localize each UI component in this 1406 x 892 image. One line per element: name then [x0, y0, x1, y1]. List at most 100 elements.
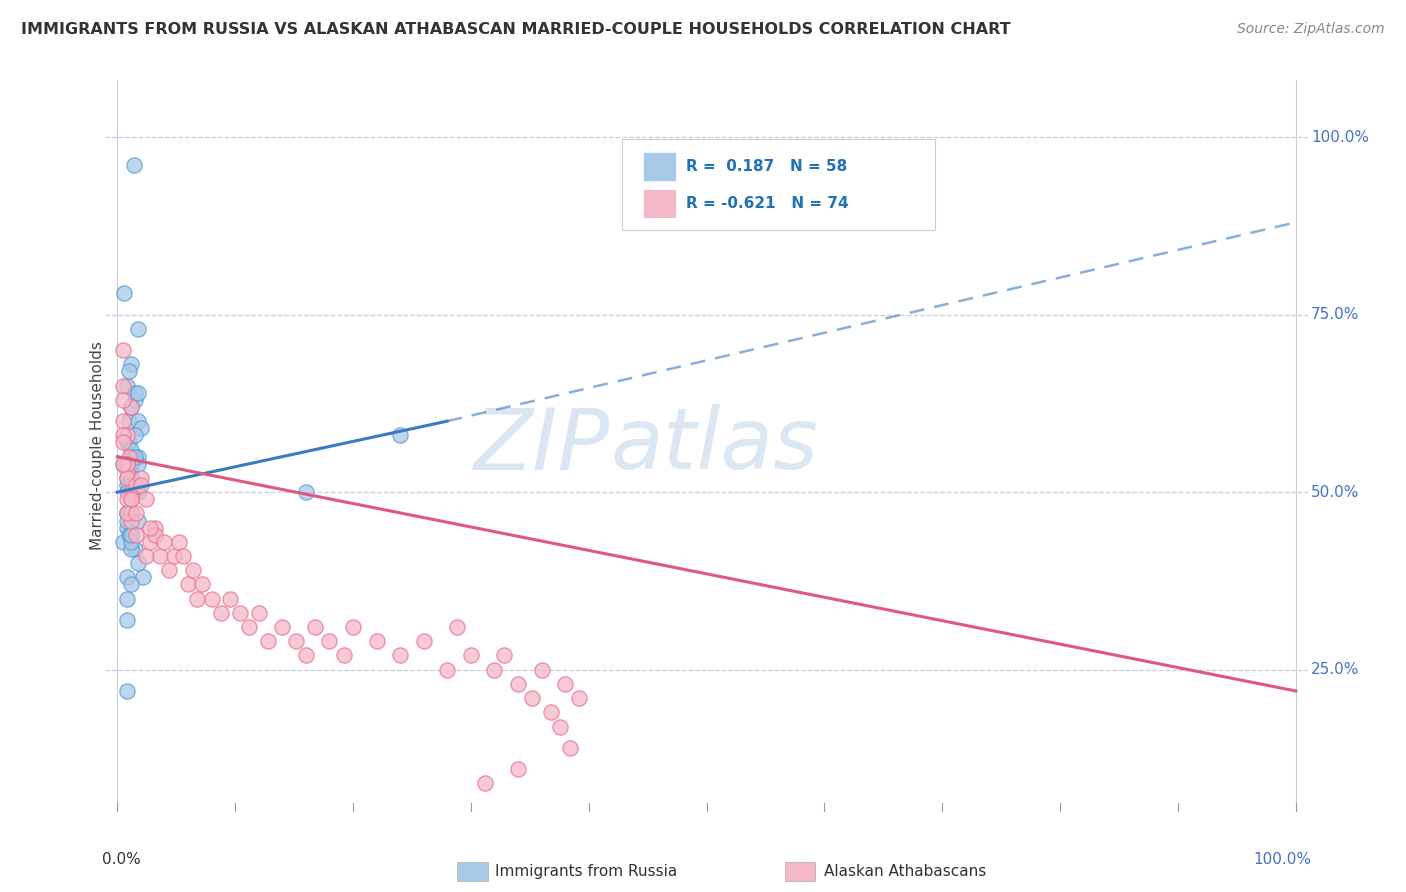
Y-axis label: Married-couple Households: Married-couple Households: [90, 342, 104, 550]
Point: [115, 478, 138, 492]
Point: [120, 507, 142, 521]
Point: [484, 663, 506, 677]
Point: [342, 620, 364, 634]
Point: [120, 357, 142, 371]
Point: [530, 663, 553, 677]
Point: [366, 634, 388, 648]
Point: [115, 428, 138, 442]
Point: [115, 471, 138, 485]
Point: [120, 400, 142, 414]
Point: [389, 428, 412, 442]
Point: [112, 428, 135, 442]
Point: [558, 740, 581, 755]
Point: [520, 691, 543, 706]
Point: [124, 541, 146, 556]
Point: [118, 528, 141, 542]
Point: [124, 428, 146, 442]
Point: [115, 435, 138, 450]
Text: Alaskan Athabascans: Alaskan Athabascans: [824, 864, 986, 879]
Point: [474, 776, 496, 790]
Point: [115, 521, 138, 535]
Text: 50.0%: 50.0%: [1312, 484, 1360, 500]
Point: [112, 286, 135, 301]
Point: [167, 534, 190, 549]
Point: [120, 528, 142, 542]
Text: atlas: atlas: [610, 404, 818, 488]
Point: [115, 457, 138, 471]
Text: R = -0.621   N = 74: R = -0.621 N = 74: [686, 195, 849, 211]
Text: Source: ZipAtlas.com: Source: ZipAtlas.com: [1237, 22, 1385, 37]
Point: [554, 677, 576, 691]
Point: [120, 528, 142, 542]
Point: [115, 507, 138, 521]
Point: [129, 421, 152, 435]
Point: [120, 400, 142, 414]
Point: [115, 591, 138, 606]
Point: [115, 684, 138, 698]
Point: [120, 471, 142, 485]
Point: [120, 400, 142, 414]
Point: [129, 478, 152, 492]
Point: [129, 471, 152, 485]
Point: [127, 322, 149, 336]
Point: [120, 541, 142, 556]
Point: [120, 464, 142, 478]
Point: [115, 457, 138, 471]
Text: 25.0%: 25.0%: [1312, 662, 1360, 677]
Point: [219, 591, 242, 606]
FancyBboxPatch shape: [643, 188, 676, 218]
FancyBboxPatch shape: [623, 139, 935, 230]
Point: [115, 471, 138, 485]
Point: [149, 549, 172, 563]
Point: [153, 534, 176, 549]
Point: [550, 719, 572, 733]
Point: [124, 450, 146, 464]
Point: [115, 485, 138, 500]
Point: [247, 606, 270, 620]
Point: [506, 762, 529, 776]
Text: R =  0.187   N = 58: R = 0.187 N = 58: [686, 159, 848, 174]
Point: [540, 706, 562, 720]
Point: [120, 471, 142, 485]
Point: [112, 457, 135, 471]
Text: IMMIGRANTS FROM RUSSIA VS ALASKAN ATHABASCAN MARRIED-COUPLE HOUSEHOLDS CORRELATI: IMMIGRANTS FROM RUSSIA VS ALASKAN ATHABA…: [21, 22, 1011, 37]
Point: [295, 648, 318, 663]
Point: [120, 507, 142, 521]
Point: [112, 378, 135, 392]
Point: [191, 577, 214, 591]
Point: [143, 528, 166, 542]
Point: [132, 570, 155, 584]
Point: [446, 620, 468, 634]
Point: [125, 507, 148, 521]
Point: [143, 521, 166, 535]
Point: [120, 492, 142, 507]
Point: [318, 634, 340, 648]
Point: [127, 414, 149, 428]
Point: [163, 549, 186, 563]
Point: [115, 492, 138, 507]
Point: [177, 577, 200, 591]
Point: [115, 507, 138, 521]
Point: [115, 457, 138, 471]
Point: [125, 478, 148, 492]
Point: [295, 485, 318, 500]
Point: [412, 634, 434, 648]
Point: [120, 492, 142, 507]
Point: [120, 514, 142, 528]
Point: [238, 620, 260, 634]
Point: [112, 414, 135, 428]
Text: 100.0%: 100.0%: [1312, 129, 1369, 145]
Point: [127, 385, 149, 400]
Point: [124, 385, 146, 400]
Text: 100.0%: 100.0%: [1253, 852, 1312, 867]
Text: ZIP: ZIP: [474, 404, 610, 488]
Point: [127, 457, 149, 471]
Point: [115, 613, 138, 627]
Point: [127, 450, 149, 464]
Point: [492, 648, 515, 663]
Point: [124, 392, 146, 407]
Point: [304, 620, 326, 634]
Point: [389, 648, 412, 663]
Point: [115, 514, 138, 528]
Point: [139, 521, 162, 535]
